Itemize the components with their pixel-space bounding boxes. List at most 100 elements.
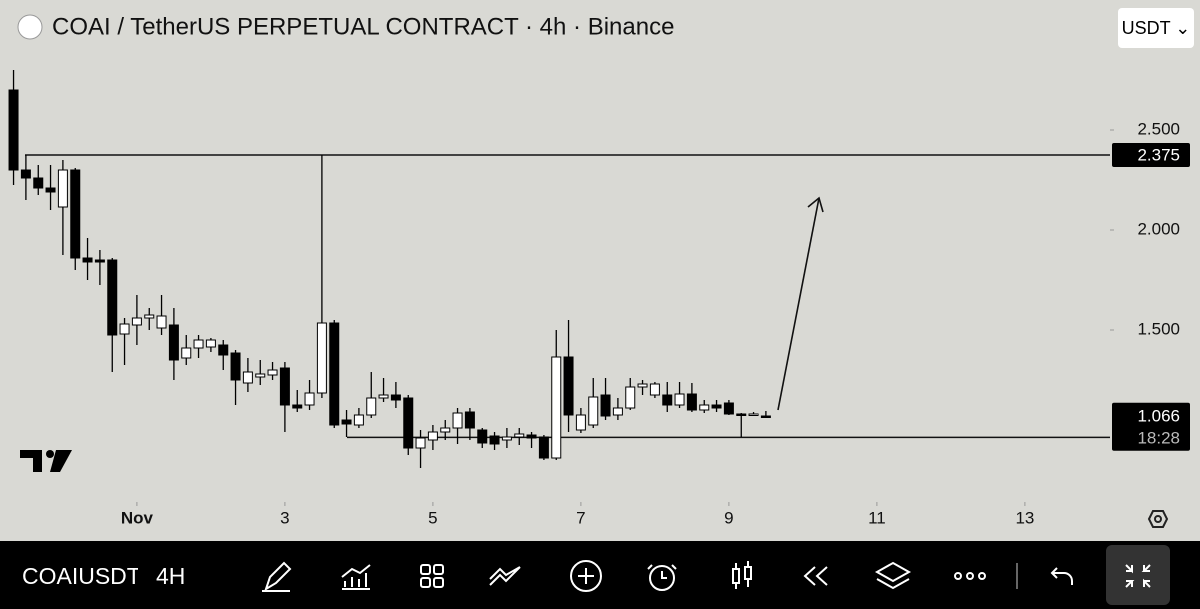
candle-body	[304, 392, 315, 406]
candle-body	[686, 393, 697, 411]
candle-body	[20, 169, 31, 179]
candle-body	[723, 402, 734, 415]
candle-body	[538, 436, 549, 459]
candle-body	[600, 394, 611, 417]
candle-body	[711, 404, 722, 409]
candle-body	[674, 393, 685, 406]
logo	[17, 14, 43, 40]
y-tick-label: 1.500	[1137, 319, 1180, 338]
candle-body	[8, 89, 19, 171]
candle-body	[94, 259, 105, 263]
indicators[interactable]	[341, 564, 371, 590]
candle-body	[279, 367, 290, 406]
candle-body	[526, 434, 537, 439]
toolbar: COAIUSDT 4H	[0, 541, 1200, 609]
candle-body	[33, 177, 44, 189]
candle-body	[193, 339, 204, 349]
layouts[interactable]	[420, 564, 444, 588]
candle-body	[267, 369, 278, 376]
countdown: 18:28	[1137, 428, 1180, 447]
candle-body	[736, 413, 747, 416]
candle-body	[205, 339, 216, 348]
chart: COAI / TetherUS PERPETUAL CONTRACT · 4h …	[8, 13, 1190, 528]
candle-body	[242, 371, 253, 384]
currency-select[interactable]: USDT ⌄	[1118, 8, 1194, 48]
candle-body	[181, 347, 192, 359]
candle-body	[637, 383, 648, 388]
candle-body	[563, 356, 574, 416]
candle-body	[341, 419, 352, 425]
candle-body	[514, 433, 525, 438]
candle-body	[649, 383, 660, 396]
candle-body	[452, 412, 463, 429]
object-tree[interactable]	[874, 561, 912, 590]
candle-body	[390, 394, 401, 401]
tv-logo	[20, 450, 72, 472]
candle-body	[82, 257, 93, 263]
candle-body	[612, 407, 623, 416]
candle-body	[415, 437, 426, 449]
drawn-arrow	[777, 196, 824, 411]
candle-body	[316, 322, 327, 394]
candle-body	[551, 356, 562, 459]
x-tick-label: 9	[724, 508, 733, 527]
last-price-label: 1.066	[1137, 406, 1180, 425]
candle-body	[625, 386, 636, 409]
candle-body	[107, 259, 118, 336]
candle-body	[464, 411, 475, 429]
x-tick-label: 13	[1015, 508, 1034, 527]
candle-body	[662, 394, 673, 406]
replay[interactable]	[803, 566, 828, 586]
x-tick-label: 5	[428, 508, 437, 527]
candle-body	[131, 317, 142, 326]
candle-body	[144, 314, 155, 319]
symbol[interactable]: COAIUSDT	[22, 563, 138, 589]
price-tag-label: 2.375	[1137, 145, 1180, 164]
chart-type[interactable]	[732, 561, 752, 589]
x-tick-label: 7	[576, 508, 585, 527]
y-tick-label: 2.500	[1137, 119, 1180, 138]
last-price-tag	[1112, 402, 1190, 451]
candle-body	[403, 397, 414, 449]
candle-body	[760, 415, 771, 418]
currency: USDT	[1121, 18, 1171, 38]
candle-body	[378, 394, 389, 399]
candle-body	[230, 352, 241, 381]
compare[interactable]	[489, 566, 521, 586]
draw-tool[interactable]	[262, 561, 292, 592]
candle-body	[440, 427, 451, 433]
candle-body	[427, 431, 438, 441]
candle-body	[575, 414, 586, 431]
candle-body	[477, 429, 488, 444]
candle-body	[748, 413, 759, 416]
x-tick-label: Nov	[121, 508, 154, 527]
candle-body	[329, 322, 340, 426]
more[interactable]	[954, 572, 986, 580]
add[interactable]	[570, 560, 602, 592]
candle-body	[119, 323, 130, 335]
settings-icon[interactable]	[1147, 510, 1169, 528]
interval[interactable]: 4H	[156, 563, 186, 589]
candle-body	[501, 436, 512, 441]
candle-body	[70, 169, 81, 259]
fullscreen[interactable]	[1106, 545, 1170, 605]
candle-body	[353, 414, 364, 426]
x-tick-label: 3	[280, 508, 289, 527]
toolbar-icons	[262, 545, 1170, 605]
candle-body	[489, 435, 500, 445]
price-tag	[1112, 143, 1190, 167]
candle-body	[255, 373, 266, 378]
candle-body	[292, 404, 303, 409]
candle-body	[45, 187, 56, 193]
chart-title: COAI / TetherUS PERPETUAL CONTRACT · 4h …	[52, 13, 674, 40]
candle-body	[699, 404, 710, 411]
x-tick-label: 11	[868, 508, 886, 527]
candle-body	[156, 315, 167, 329]
undo[interactable]	[1050, 567, 1073, 585]
candle-body	[57, 169, 68, 208]
candle-body	[588, 396, 599, 426]
candle-body	[366, 397, 377, 416]
alert[interactable]	[647, 564, 677, 591]
y-tick-label: 2.000	[1137, 219, 1180, 238]
